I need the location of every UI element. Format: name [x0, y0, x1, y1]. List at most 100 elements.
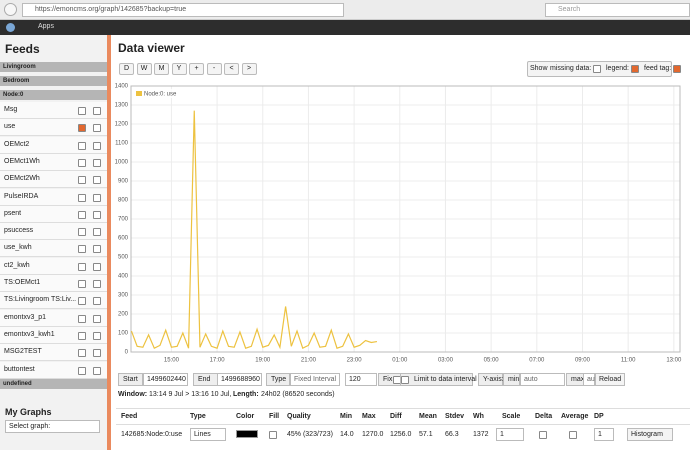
checkbox[interactable] [78, 280, 86, 288]
feed-name[interactable]: ct2_kwh [4, 261, 30, 269]
checkbox[interactable] [78, 245, 86, 254]
checkbox[interactable] [93, 176, 101, 185]
checkbox[interactable] [93, 124, 101, 133]
checkbox[interactable] [631, 64, 639, 73]
checkbox[interactable] [401, 375, 409, 384]
checkbox[interactable] [78, 228, 86, 237]
checkbox[interactable] [78, 141, 86, 150]
min-input[interactable]: auto [520, 373, 565, 386]
cell-scale[interactable]: 1 [496, 428, 524, 441]
color-swatch[interactable] [236, 430, 258, 438]
checkbox[interactable] [93, 141, 101, 150]
cell-type[interactable]: Lines [190, 428, 226, 441]
yaxis-label: Y-axis: [478, 373, 504, 386]
checkbox[interactable] [93, 193, 101, 202]
feed-name[interactable]: TS:OEMct1 [4, 279, 41, 286]
interval-input[interactable]: 120 [345, 373, 377, 386]
feed-name[interactable]: OEMct2 [4, 140, 30, 148]
feed-name[interactable]: MSG2TEST [4, 348, 42, 356]
checkbox[interactable] [93, 297, 101, 306]
feed-name[interactable]: psent [4, 209, 22, 217]
checkbox[interactable] [93, 314, 101, 323]
end-input[interactable]: 1499688960 [217, 373, 262, 386]
feed-name[interactable]: buttontest [4, 365, 35, 373]
range-button[interactable]: > [241, 63, 257, 75]
table-header: Delta [535, 413, 553, 420]
checkbox[interactable] [78, 210, 86, 219]
feed-name[interactable]: TS:Livingroom TS:Liv... [4, 296, 77, 304]
range-button[interactable]: - [206, 63, 222, 75]
feed-name[interactable]: OEMct1Wh [4, 157, 40, 165]
checkbox[interactable] [78, 107, 86, 115]
feed-name[interactable]: emontxv3_kwh1 [4, 330, 55, 338]
cell-dp[interactable]: 1 [594, 428, 614, 441]
table-header: Diff [390, 413, 402, 420]
checkbox[interactable] [93, 331, 101, 340]
url-bar[interactable]: https://emoncms.org/graph/142685?backup=… [22, 3, 344, 17]
checkbox[interactable] [93, 210, 101, 219]
checkbox[interactable] [93, 158, 101, 167]
range-button[interactable]: Y [171, 63, 187, 75]
checkbox[interactable] [269, 431, 277, 439]
reload-button[interactable]: Reload [595, 373, 625, 386]
table-header: Stdev [445, 413, 465, 420]
type-select[interactable]: Fixed Interval [290, 373, 340, 386]
y-tick-label: 100 [118, 331, 129, 337]
feed-group[interactable]: Node:0 [0, 90, 107, 100]
checkbox[interactable] [78, 176, 86, 185]
checkbox[interactable] [93, 107, 101, 115]
feed-group[interactable]: Livingroom [0, 62, 107, 72]
my-graphs-title: My Graphs [5, 407, 52, 417]
table-header: Color [236, 413, 255, 420]
checkbox[interactable] [78, 297, 86, 306]
range-button[interactable]: D [119, 63, 134, 75]
y-tick-label: 600 [118, 236, 129, 242]
checkbox[interactable] [78, 158, 86, 167]
feed-group[interactable]: undefined [0, 379, 107, 389]
sidebar-title: Feeds [5, 42, 40, 56]
feed-name[interactable]: PulseIRDA [4, 192, 39, 200]
checkbox[interactable] [93, 349, 101, 358]
y-tick-label: 300 [118, 293, 129, 299]
feed-name[interactable]: OEMct2Wh [4, 175, 40, 183]
search-box[interactable]: Search [545, 3, 690, 17]
cell-quality: 45% (323/723) [287, 431, 333, 438]
y-tick-label: 900 [118, 179, 129, 185]
y-tick-label: 400 [118, 274, 129, 280]
checkbox[interactable] [93, 228, 101, 237]
checkbox[interactable] [78, 349, 86, 358]
feed-name[interactable]: Msg [4, 106, 18, 113]
checkbox[interactable] [569, 431, 577, 439]
window-text: 13:14 9 Jul > 13:16 10 Jul, [149, 391, 232, 398]
checkbox[interactable] [78, 262, 86, 271]
graph-select[interactable]: Select graph: [5, 420, 100, 433]
range-button[interactable]: < [224, 63, 239, 75]
histogram-button[interactable]: Histogram [627, 428, 673, 441]
checkbox[interactable] [78, 193, 86, 202]
feed-group[interactable]: Bedroom [0, 76, 107, 86]
checkbox[interactable] [78, 331, 86, 340]
checkbox[interactable] [93, 262, 101, 271]
feed-name[interactable]: psuccess [4, 227, 34, 235]
range-button[interactable]: M [154, 63, 169, 75]
range-button[interactable]: + [189, 63, 204, 75]
feed-name[interactable]: use_kwh [4, 244, 32, 252]
max-input[interactable]: auto [583, 373, 601, 386]
checkbox[interactable] [673, 64, 681, 73]
checkbox[interactable] [78, 314, 86, 323]
checkbox[interactable] [593, 64, 601, 73]
checkbox[interactable] [78, 124, 86, 133]
feed-name[interactable]: use [4, 123, 16, 131]
back-button[interactable] [4, 3, 17, 16]
checkbox[interactable] [93, 366, 101, 375]
start-input[interactable]: 1499602440 [143, 373, 188, 386]
checkbox[interactable] [93, 280, 101, 288]
limit-label: Limit to data interval [400, 373, 477, 386]
checkbox[interactable] [539, 431, 547, 439]
checkbox[interactable] [93, 245, 101, 254]
checkbox[interactable] [78, 366, 86, 375]
feed-name[interactable]: emontxv3_p1 [4, 313, 47, 321]
nav-apps[interactable]: Apps [38, 23, 54, 30]
range-button[interactable]: W [136, 63, 152, 75]
